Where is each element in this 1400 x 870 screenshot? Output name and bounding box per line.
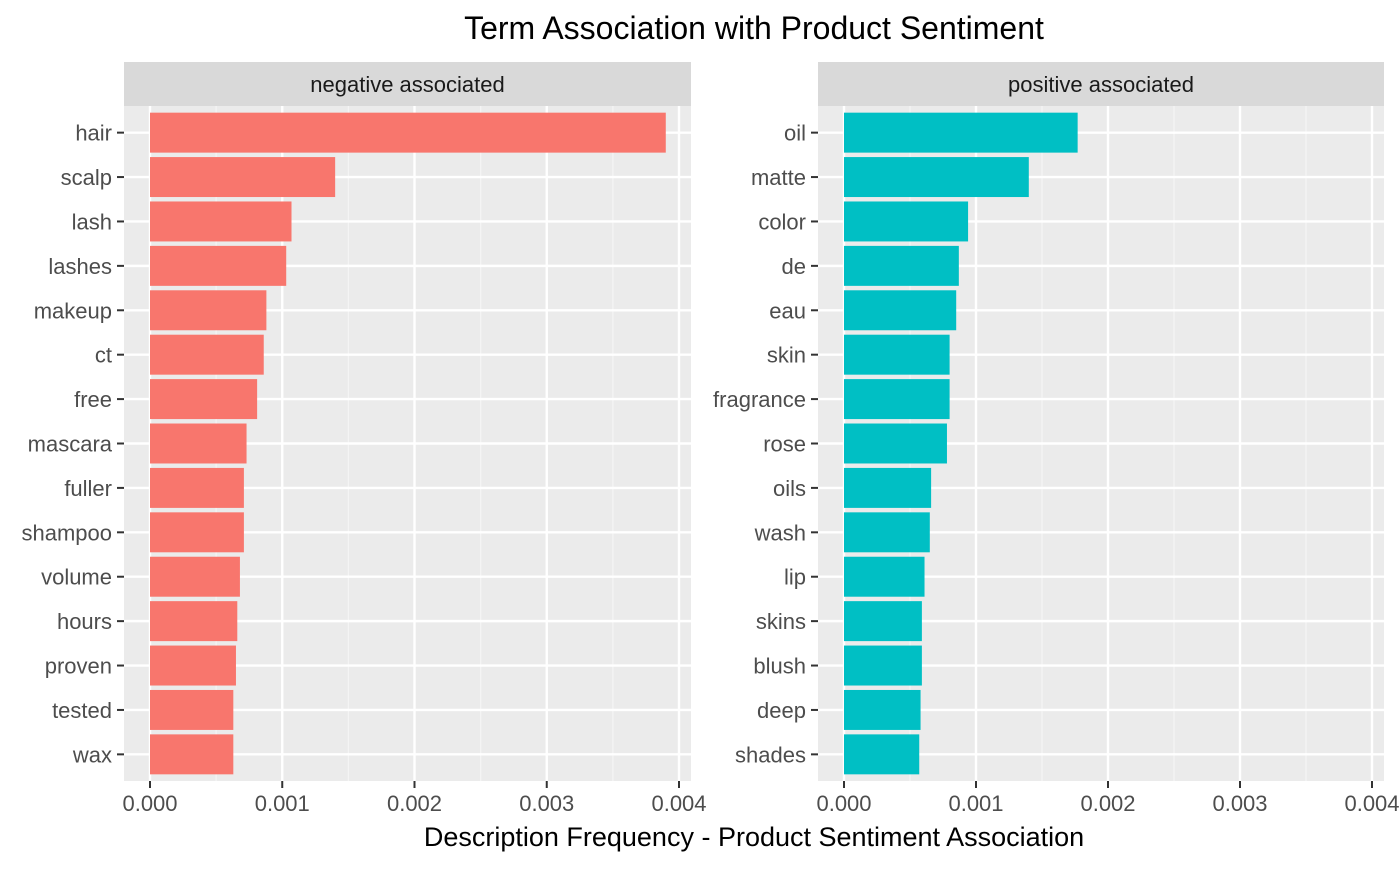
bar-ct xyxy=(150,334,264,375)
bar-shades xyxy=(844,734,920,775)
bar-makeup xyxy=(150,290,267,331)
y-tick-label-tested: tested xyxy=(52,698,112,723)
y-tick-label-makeup: makeup xyxy=(34,298,112,323)
bar-oils xyxy=(844,467,932,508)
y-tick-label-proven: proven xyxy=(45,654,112,679)
facet-strip-label: negative associated xyxy=(310,72,504,97)
y-tick-label-lashes: lashes xyxy=(48,254,112,279)
facet-panel-positive: positive associated oil matte color de eau ski… xyxy=(713,62,1400,816)
bar-deep xyxy=(844,689,921,730)
bar-color xyxy=(844,201,969,242)
bar-proven xyxy=(150,645,236,686)
x-tick-label: 0.004 xyxy=(1344,791,1399,816)
x-tick-label: 0.003 xyxy=(1212,791,1267,816)
x-axis-label: Description Frequency - Product Sentimen… xyxy=(424,822,1084,852)
y-tick-label-wax: wax xyxy=(72,742,112,767)
y-tick-label-scalp: scalp xyxy=(61,165,112,190)
bar-volume xyxy=(150,556,240,597)
facet-panel-negative: negative associated hair scalp lash lashes ma… xyxy=(21,62,707,816)
x-tick-label: 0.003 xyxy=(519,791,574,816)
bar-fuller xyxy=(150,467,244,508)
bar-shampoo xyxy=(150,512,244,553)
bar-lashes xyxy=(150,245,287,286)
x-tick-label: 0.004 xyxy=(651,791,706,816)
bar-oil xyxy=(844,112,1078,153)
facet-strip xyxy=(124,62,691,106)
y-tick-label-oil: oil xyxy=(784,121,806,146)
y-tick-label-shades: shades xyxy=(735,742,806,767)
bar-matte xyxy=(844,157,1029,198)
y-tick-label-deep: deep xyxy=(757,698,806,723)
bar-scalp xyxy=(150,157,336,198)
x-tick-label: 0.000 xyxy=(122,791,177,816)
x-tick-label: 0.001 xyxy=(255,791,310,816)
bar-rose xyxy=(844,423,947,464)
y-tick-label-matte: matte xyxy=(751,165,806,190)
bar-de xyxy=(844,245,959,286)
y-tick-label-hours: hours xyxy=(57,609,112,634)
x-tick-label: 0.001 xyxy=(948,791,1003,816)
y-tick-label-hair: hair xyxy=(75,121,112,146)
y-tick-label-skins: skins xyxy=(756,609,806,634)
y-tick-label-color: color xyxy=(758,209,806,234)
y-tick-label-ct: ct xyxy=(95,343,112,368)
bar-free xyxy=(150,379,258,420)
y-tick-label-lash: lash xyxy=(72,209,112,234)
bar-lash xyxy=(150,201,292,242)
bar-eau xyxy=(844,290,957,331)
bar-blush xyxy=(844,645,922,686)
bar-lip xyxy=(844,556,925,597)
y-tick-label-volume: volume xyxy=(41,565,112,590)
y-tick-label-mascara: mascara xyxy=(28,432,113,457)
y-tick-label-de: de xyxy=(782,254,806,279)
x-tick-label: 0.002 xyxy=(387,791,442,816)
bar-wash xyxy=(844,512,930,553)
chart-title: Term Association with Product Sentiment xyxy=(464,10,1044,46)
y-tick-label-wash: wash xyxy=(754,520,806,545)
bar-wax xyxy=(150,734,234,775)
y-tick-label-oils: oils xyxy=(773,476,806,501)
y-tick-label-skin: skin xyxy=(767,343,806,368)
y-tick-label-lip: lip xyxy=(784,565,806,590)
y-tick-label-blush: blush xyxy=(753,654,806,679)
y-tick-label-rose: rose xyxy=(763,432,806,457)
bar-hours xyxy=(150,601,238,642)
bar-fragrance xyxy=(844,379,950,420)
facet-strip-label: positive associated xyxy=(1008,72,1194,97)
bar-mascara xyxy=(150,423,247,464)
y-tick-label-fuller: fuller xyxy=(64,476,112,501)
bar-skin xyxy=(844,334,950,375)
bar-skins xyxy=(844,601,922,642)
bar-hair xyxy=(150,112,666,153)
x-tick-label: 0.002 xyxy=(1080,791,1135,816)
bar-tested xyxy=(150,689,234,730)
facet-strip xyxy=(818,62,1384,106)
x-tick-label: 0.000 xyxy=(816,791,871,816)
y-tick-label-eau: eau xyxy=(769,298,806,323)
y-tick-label-fragrance: fragrance xyxy=(713,387,806,412)
y-tick-label-shampoo: shampoo xyxy=(21,520,112,545)
y-tick-label-free: free xyxy=(74,387,112,412)
